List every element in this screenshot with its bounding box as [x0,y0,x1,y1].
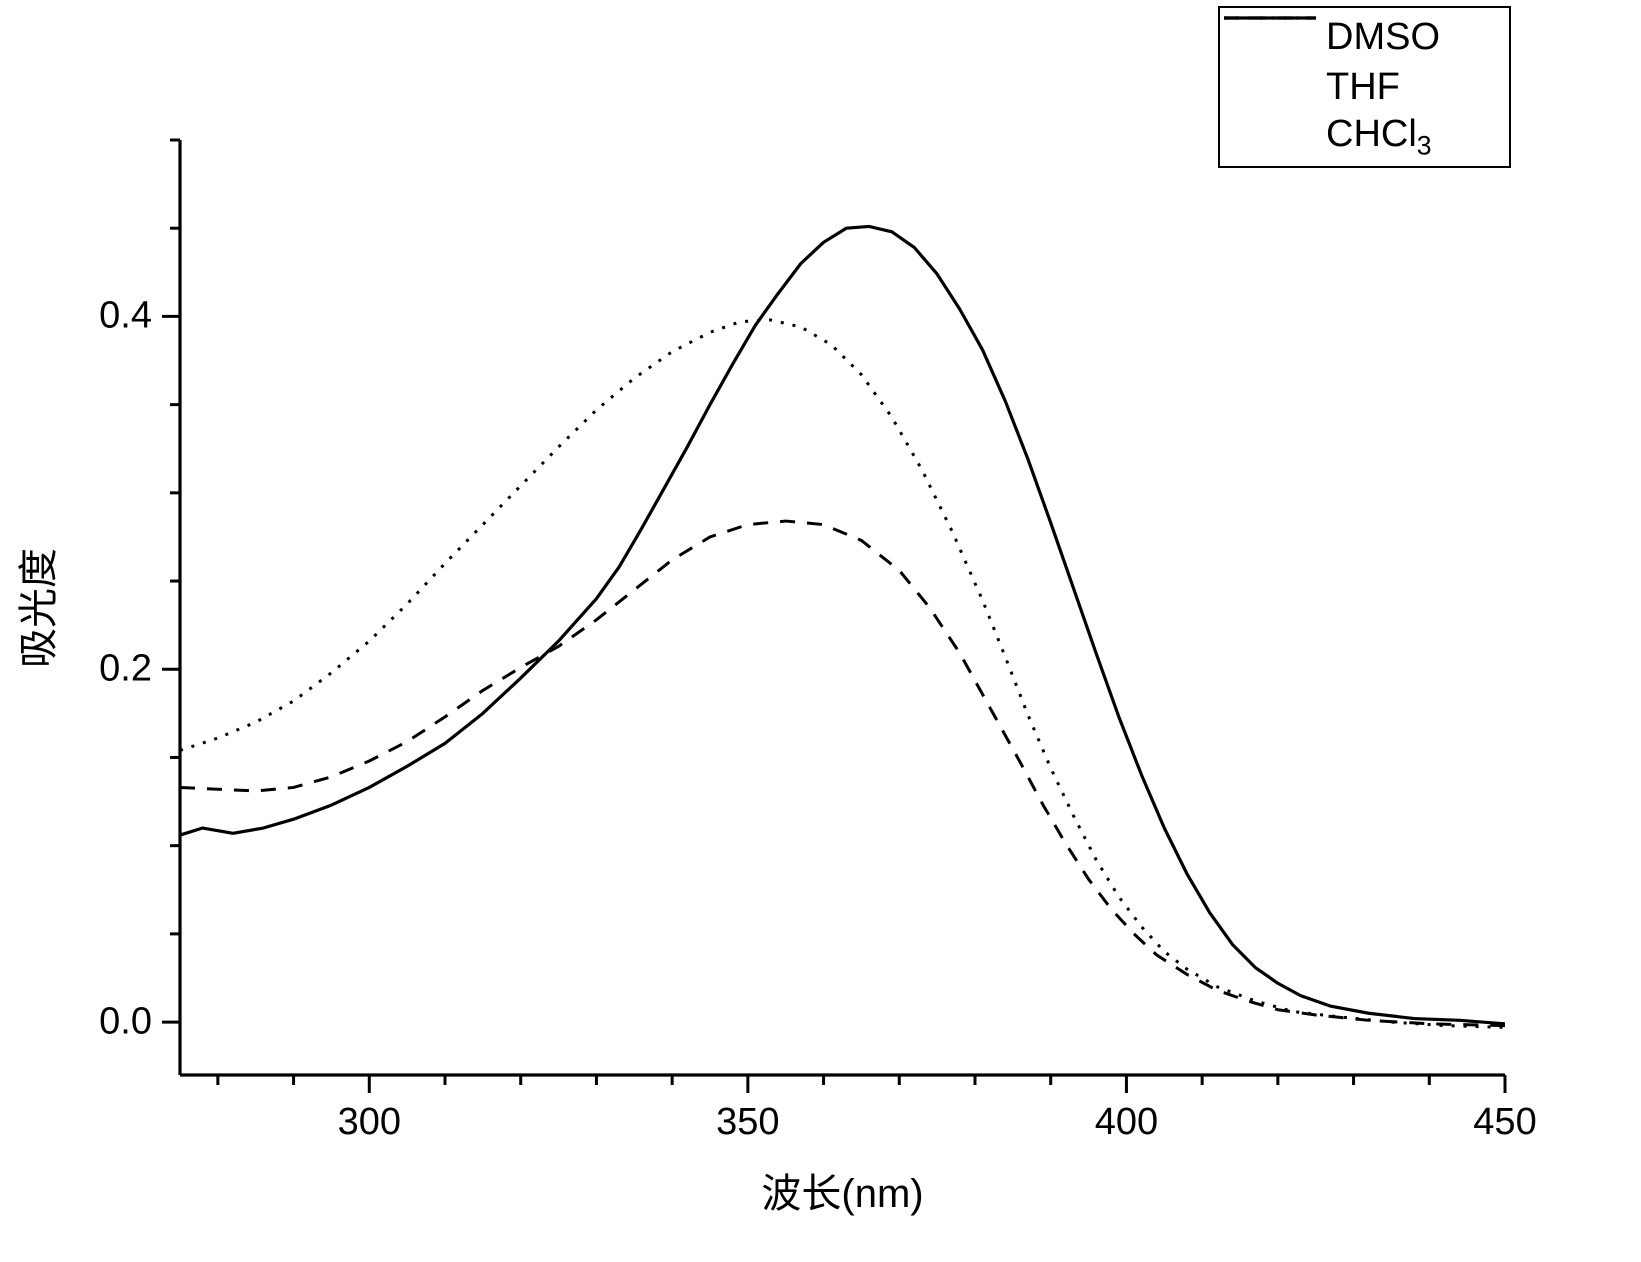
legend-entry-chcl3: CHCl3 [1226,113,1501,161]
legend-label-dmso: DMSO [1326,16,1440,59]
legend-label-chcl3: CHCl3 [1326,113,1432,162]
chart-svg [0,0,1641,1262]
y-axis-label: 吸光度 [6,548,64,668]
x-axis-label: 波长(nm) [761,1161,923,1219]
legend-swatch-thf [1226,72,1326,102]
legend-swatch-chcl3 [1226,122,1326,152]
legend-entry-thf: THF [1226,63,1501,111]
legend: DMSO THFCHCl3 [1218,6,1511,168]
series-dmso [180,226,1505,1023]
y-tick-label: 0.2 [99,648,152,691]
x-tick-label: 450 [1473,1101,1536,1144]
legend-label-thf: THF [1326,66,1400,109]
y-tick-label: 0.4 [99,295,152,338]
series-chcl3 [180,320,1505,1027]
y-tick-label: 0.0 [99,1001,152,1044]
series-thf [180,521,1505,1026]
x-tick-label: 400 [1095,1101,1158,1144]
x-tick-label: 300 [338,1101,401,1144]
absorbance-chart: 吸光度 波长(nm) 300 350 400 450 0.0 0.2 0.4 DMSO THF… [0,0,1641,1262]
x-tick-label: 350 [716,1101,779,1144]
